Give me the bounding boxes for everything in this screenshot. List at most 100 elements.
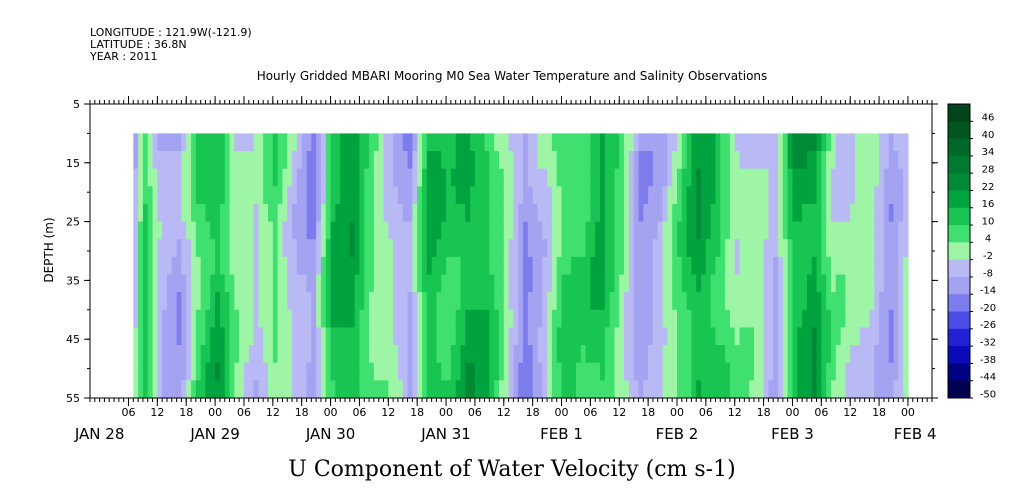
heatmap-cell <box>234 274 240 293</box>
heatmap-cell <box>532 256 539 276</box>
heatmap-cell <box>672 203 678 223</box>
heatmap-cell <box>893 186 899 205</box>
heatmap-cell <box>292 133 298 152</box>
heatmap-cell <box>494 380 500 399</box>
heatmap-cell <box>609 380 616 399</box>
heatmap-cell <box>768 327 774 346</box>
heatmap-cell <box>325 221 332 240</box>
heatmap-cell <box>604 151 611 170</box>
heatmap-cell <box>797 203 803 223</box>
heatmap-cell <box>850 133 856 152</box>
heatmap-cell <box>792 345 798 364</box>
heatmap-cell <box>720 256 726 276</box>
heatmap-cell <box>792 203 798 223</box>
heatmap-cell <box>845 292 851 311</box>
heatmap-cell <box>147 362 154 381</box>
heatmap-cell <box>537 133 543 152</box>
heatmap-cell <box>402 186 409 205</box>
heatmap-cell <box>282 239 288 258</box>
heatmap-cell <box>494 186 500 205</box>
heatmap-cell <box>292 168 298 187</box>
heatmap-cell <box>705 292 712 311</box>
heatmap-cell <box>426 203 433 223</box>
heatmap-cell <box>436 309 442 329</box>
heatmap-cell <box>349 186 356 205</box>
heatmap-cell <box>585 362 591 381</box>
heatmap-cell <box>691 221 697 240</box>
heatmap-cell <box>686 362 693 381</box>
heatmap-cell <box>296 292 303 311</box>
heatmap-cell <box>850 345 856 364</box>
heatmap-cell <box>369 203 375 223</box>
heatmap-cell <box>883 380 890 399</box>
heatmap-cell <box>441 151 447 170</box>
heatmap-cell <box>648 309 654 329</box>
heatmap-cell <box>561 133 567 152</box>
heatmap-cell <box>787 168 794 187</box>
heatmap-cell <box>763 274 770 293</box>
heatmap-cell <box>287 362 293 381</box>
heatmap-cell <box>239 327 245 346</box>
heatmap-cell <box>898 151 904 170</box>
heatmap-cell <box>782 239 789 258</box>
heatmap-cell <box>869 327 875 346</box>
heatmap-cell <box>369 256 375 276</box>
heatmap-cell <box>426 362 433 381</box>
heatmap-cell <box>575 133 582 152</box>
heatmap-cell <box>320 203 327 223</box>
heatmap-cell <box>778 221 784 240</box>
heatmap-cell <box>354 327 361 346</box>
heatmap-cell <box>234 133 240 152</box>
heatmap-cell <box>306 133 312 152</box>
x-tick-label: 00 <box>555 406 569 419</box>
heatmap-cell <box>181 239 187 258</box>
heatmap-cell <box>412 203 418 223</box>
heatmap-cell <box>263 203 269 223</box>
heatmap-cell <box>460 362 466 381</box>
heatmap-cell <box>835 221 842 240</box>
heatmap-cell <box>864 380 871 399</box>
heatmap-cell <box>734 203 741 223</box>
heatmap-cell <box>162 292 168 311</box>
heatmap-cell <box>542 203 548 223</box>
heatmap-cell <box>508 292 515 311</box>
heatmap-cell <box>498 380 505 399</box>
heatmap-cell <box>378 186 385 205</box>
heatmap-cell <box>446 256 452 276</box>
heatmap-cell <box>277 133 284 152</box>
heatmap-cell <box>676 345 683 364</box>
heatmap-cell <box>758 133 765 152</box>
heatmap-cell <box>388 380 394 399</box>
heatmap-cell <box>667 133 673 152</box>
heatmap-cell <box>556 345 563 364</box>
heatmap-cell <box>811 362 818 381</box>
heatmap-cell <box>710 203 717 223</box>
heatmap-cell <box>474 345 481 364</box>
heatmap-cell <box>903 380 909 399</box>
heatmap-cell <box>195 256 202 276</box>
heatmap-cell <box>455 186 462 205</box>
x-day-label: JAN 30 <box>305 425 356 443</box>
heatmap-cell <box>272 133 279 152</box>
heatmap-cell <box>479 309 486 329</box>
heatmap-cell <box>768 345 774 364</box>
heatmap-cell <box>575 309 582 329</box>
heatmap-cell <box>840 380 846 399</box>
heatmap-cell <box>614 203 620 223</box>
heatmap-cell <box>503 292 510 311</box>
heatmap-cell <box>696 256 702 276</box>
heatmap-cell <box>397 292 404 311</box>
heatmap-cell <box>874 168 880 187</box>
heatmap-cell <box>503 133 510 152</box>
heatmap-cell <box>157 221 163 240</box>
heatmap-cell <box>773 221 779 240</box>
heatmap-cell <box>325 256 332 276</box>
heatmap-cell <box>624 203 630 223</box>
heatmap-cell <box>484 380 490 399</box>
heatmap-cell <box>585 274 591 293</box>
heatmap-cell <box>855 133 861 152</box>
heatmap-cell <box>345 256 351 276</box>
heatmap-cell <box>407 380 413 399</box>
heatmap-cell <box>874 186 880 205</box>
heatmap-cell <box>787 186 794 205</box>
